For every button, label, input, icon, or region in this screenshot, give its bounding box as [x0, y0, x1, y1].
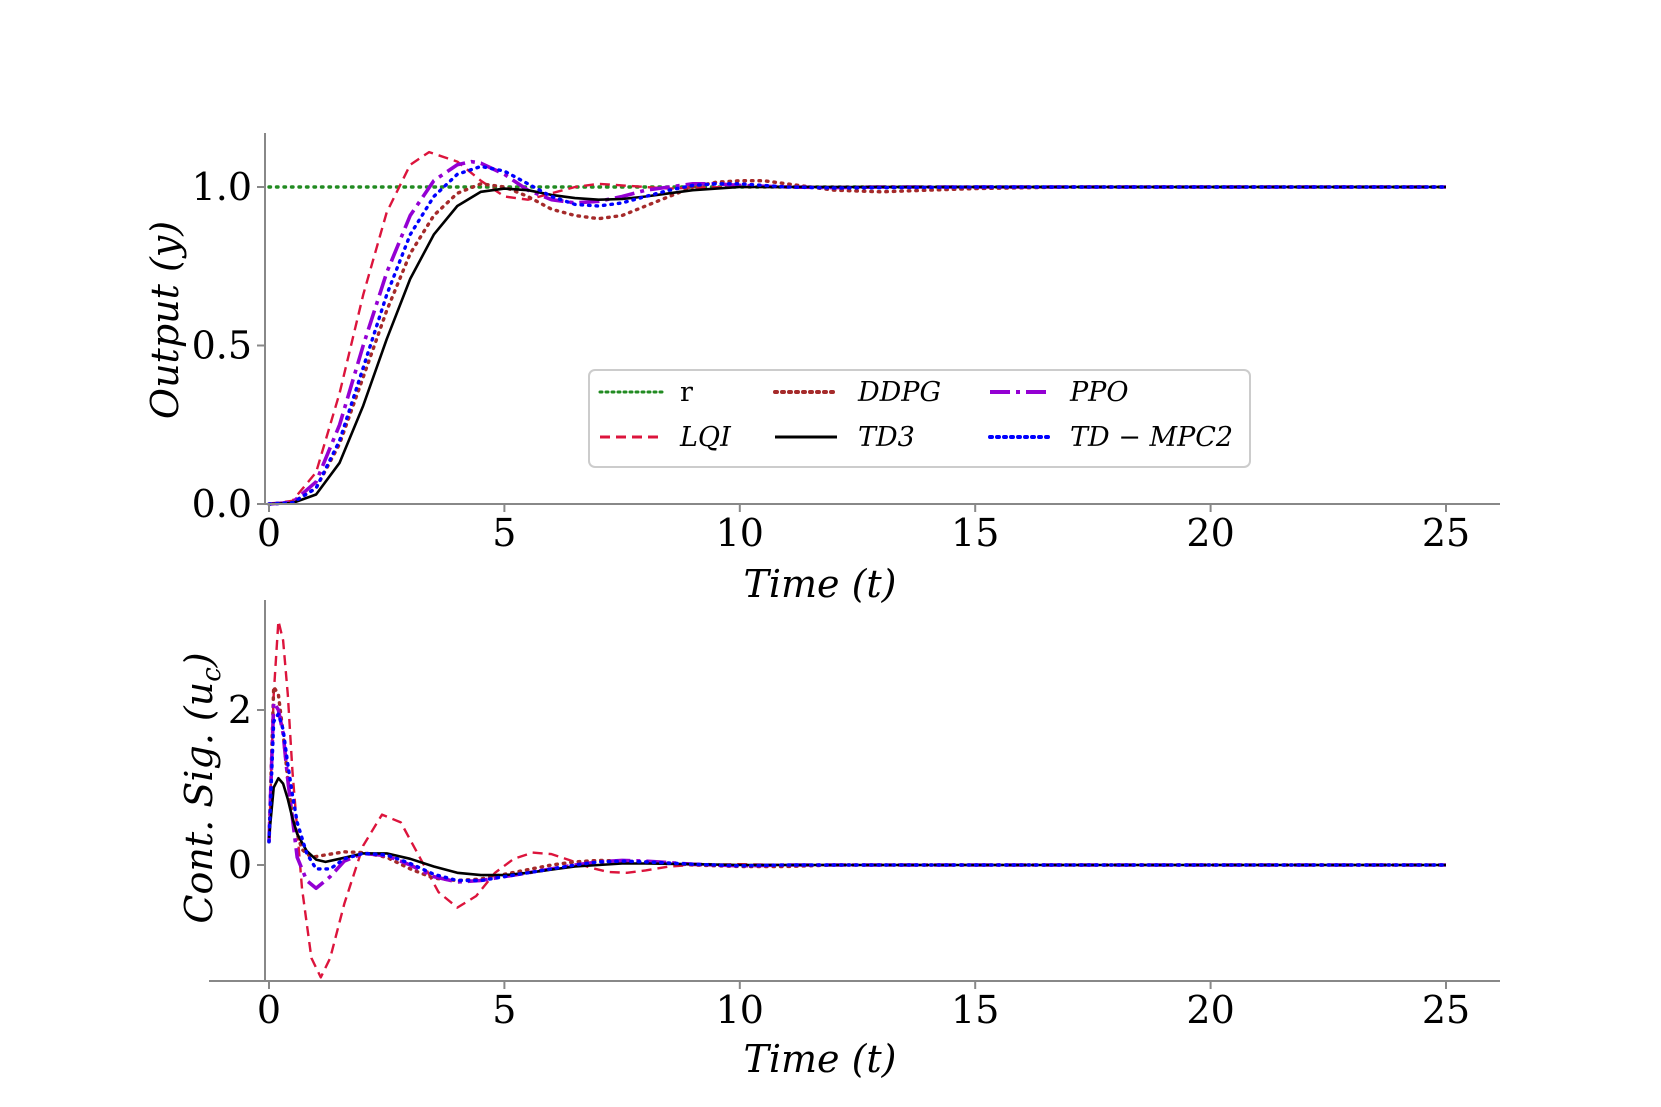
- top-legend: r DDPG PPO LQI TD3 TD − MPC2: [588, 369, 1251, 468]
- legend-entry-ppo: PPO: [990, 377, 1128, 408]
- top-x-tick-label: 20: [1186, 511, 1234, 555]
- bottom-x-tick-label: 25: [1422, 988, 1470, 1032]
- legend-label-r: r: [680, 377, 693, 408]
- top-y-ticks: 0.0 0.5 1.0: [192, 165, 265, 526]
- top-y-tick-label: 0.5: [192, 324, 252, 368]
- top-series-line-ddpg: [267, 178, 1448, 506]
- bottom-series-line-lqi: [267, 619, 1446, 979]
- bottom-x-tick-label: 15: [951, 988, 999, 1032]
- top-series-layer: [267, 150, 1448, 506]
- top-x-tick-label: 0: [257, 511, 281, 555]
- bottom-x-tick-label: 0: [257, 988, 281, 1032]
- top-y-tick-label: 0.0: [192, 482, 252, 526]
- bottom-y-ticks: 02: [228, 688, 265, 887]
- top-y-axis-label: Output (y): [143, 221, 187, 419]
- bottom-series-line-ppo: [267, 700, 1446, 891]
- legend-entry-ddpg: DDPG: [773, 377, 941, 408]
- top-x-tick-label: 15: [951, 511, 999, 555]
- bottom-series-line-ddpg: [267, 685, 1448, 883]
- legend-entry-lqi: LQI: [600, 422, 732, 453]
- top-chart: 0 5 10 15 20 25 0.0 0.5 1.0 Time (t) Output (y)…: [143, 133, 1500, 606]
- bottom-series-layer: [267, 619, 1448, 979]
- legend-entry-r: r: [598, 377, 693, 408]
- bottom-x-tick-label: 5: [492, 988, 516, 1032]
- legend-label-td3: TD3: [858, 422, 915, 453]
- bottom-chart: 0 5 10 15 20 25 02 Time (t) Cont. Sig. (uc): [177, 600, 1500, 1081]
- bottom-x-tick-label: 10: [716, 988, 764, 1032]
- legend-entry-td3: TD3: [775, 422, 915, 453]
- bottom-x-axis-label: Time (t): [743, 1037, 896, 1081]
- bottom-series-line-td3: [267, 776, 1446, 877]
- legend-entry-tdmpc2: TD − MPC2: [988, 422, 1233, 453]
- top-y-tick-label: 1.0: [192, 165, 252, 209]
- top-x-ticks: 0 5 10 15 20 25: [257, 504, 1470, 555]
- top-x-tick-label: 10: [716, 511, 764, 555]
- bottom-y-tick-label: 2: [228, 688, 252, 732]
- legend-label-ddpg: DDPG: [857, 377, 941, 408]
- legend-label-ppo: PPO: [1069, 377, 1128, 408]
- bottom-y-axis-label: Cont. Sig. (uc): [177, 652, 227, 923]
- top-series-line-tdmpc2: [267, 164, 1448, 506]
- top-x-axis-label: Time (t): [743, 562, 896, 606]
- bottom-series-line-tdmpc2: [267, 712, 1448, 883]
- legend-label-tdmpc2: TD − MPC2: [1070, 422, 1233, 453]
- bottom-x-tick-label: 20: [1186, 988, 1234, 1032]
- legend-frame: [588, 369, 1251, 468]
- bottom-y-axis-label-close: ): [177, 652, 221, 668]
- legend-label-lqi: LQI: [679, 422, 732, 453]
- bottom-y-tick-label: 0: [228, 843, 252, 887]
- bottom-y-axis-label-main: Cont. Sig. (u: [177, 682, 221, 924]
- bottom-y-axis-label-subscript: c: [197, 667, 227, 682]
- bottom-x-ticks: 0 5 10 15 20 25: [257, 981, 1470, 1032]
- top-x-tick-label: 25: [1422, 511, 1470, 555]
- top-x-tick-label: 5: [492, 511, 516, 555]
